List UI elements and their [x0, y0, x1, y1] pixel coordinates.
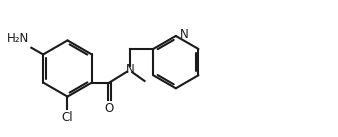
Text: O: O	[105, 102, 114, 115]
Text: Cl: Cl	[62, 111, 73, 124]
Text: H₂N: H₂N	[6, 32, 29, 45]
Text: N: N	[126, 63, 135, 76]
Text: N: N	[179, 28, 188, 41]
